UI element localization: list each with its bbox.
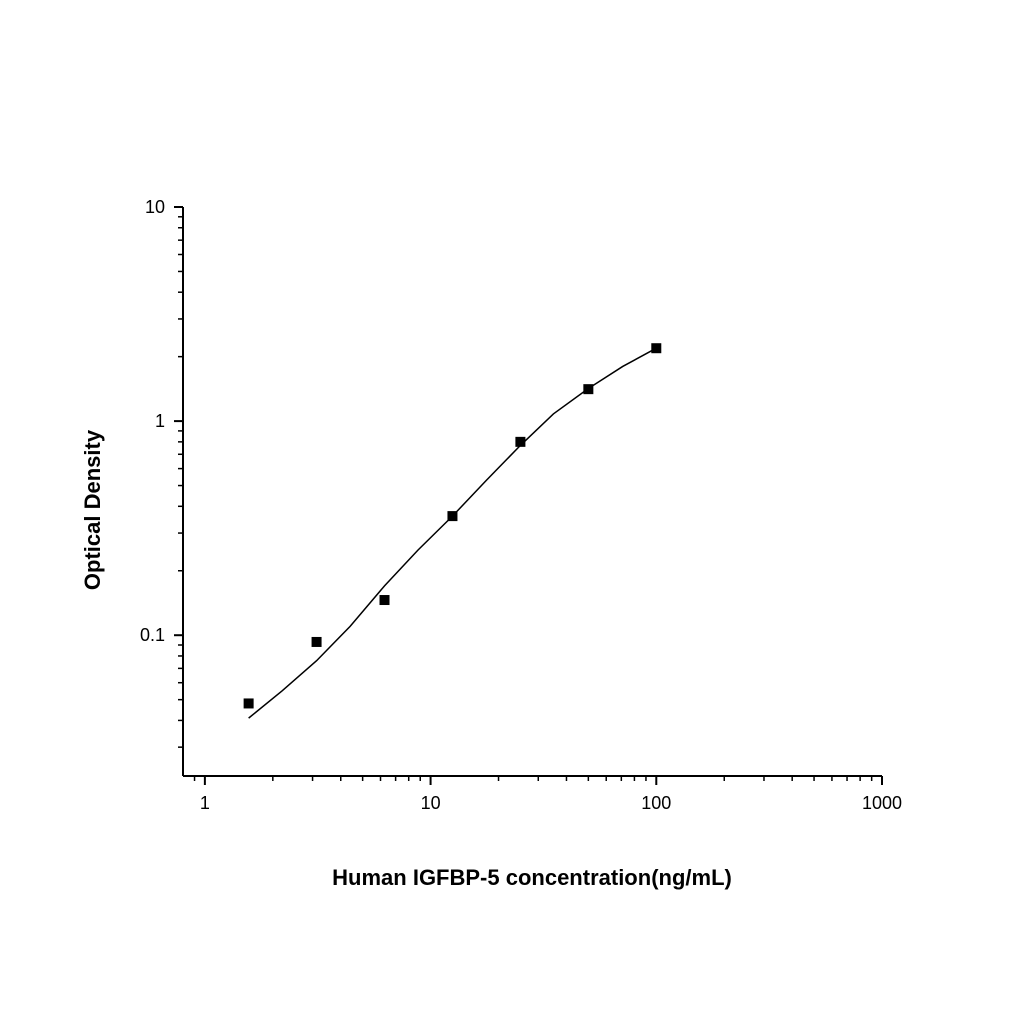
x-tick-label: 100 — [641, 793, 671, 813]
x-axis-title: Human IGFBP-5 concentration(ng/mL) — [332, 865, 732, 890]
y-tick-label: 0.1 — [140, 625, 165, 645]
data-point — [311, 636, 322, 647]
data-point — [243, 698, 254, 709]
data-point — [379, 595, 390, 606]
fit-curve — [248, 347, 657, 719]
y-axis-title: Optical Density — [80, 429, 105, 590]
x-tick-label: 1000 — [862, 793, 902, 813]
data-point — [515, 436, 526, 447]
y-tick-label: 1 — [155, 411, 165, 431]
x-tick-label: 1 — [200, 793, 210, 813]
y-tick-label: 10 — [145, 197, 165, 217]
x-tick-label: 10 — [421, 793, 441, 813]
